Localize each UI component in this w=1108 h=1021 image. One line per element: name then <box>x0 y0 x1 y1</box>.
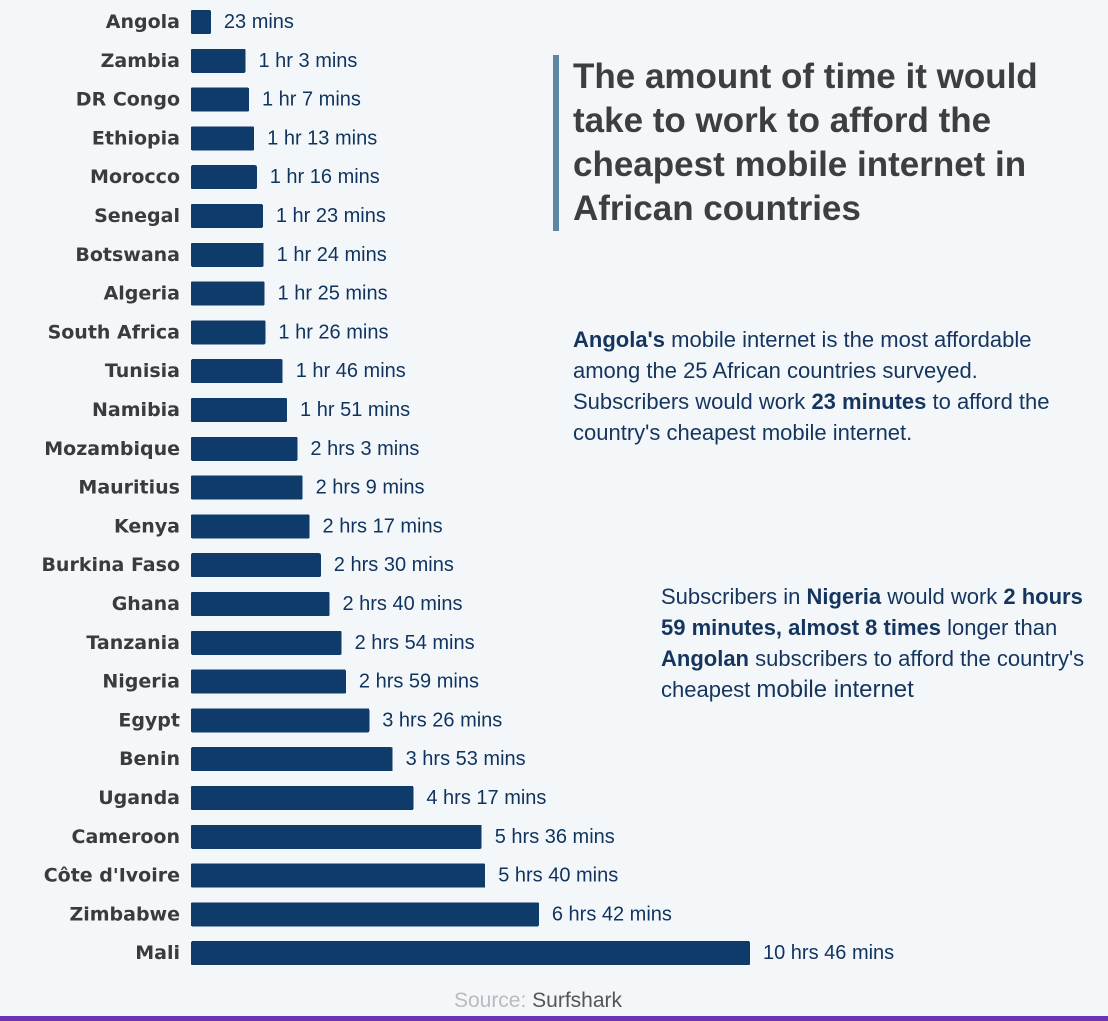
bar <box>191 165 257 190</box>
bar <box>191 708 370 733</box>
note2-text-b: would work <box>881 584 1004 609</box>
value-label: 3 hrs 53 mins <box>406 748 526 770</box>
note2-text-e: mobile internet <box>756 676 914 703</box>
note2-text-a: Subscribers in <box>661 584 807 609</box>
category-label: Uganda <box>98 787 180 809</box>
value-label: 23 mins <box>224 11 294 33</box>
bar <box>191 941 750 966</box>
category-label: Egypt <box>118 709 180 731</box>
category-label: Mauritius <box>78 477 180 499</box>
category-label: Botswana <box>75 244 180 266</box>
value-label: 1 hr 51 mins <box>300 399 410 421</box>
value-label: 1 hr 16 mins <box>270 166 380 188</box>
bar <box>191 630 342 655</box>
category-label: Burkina Faso <box>41 554 180 576</box>
value-label: 1 hr 25 mins <box>278 283 388 305</box>
note1-text-a: mobile internet is the most affordable a… <box>573 327 1032 414</box>
value-label: 6 hrs 42 mins <box>552 903 672 925</box>
category-label: Ghana <box>112 593 180 615</box>
category-label: Kenya <box>114 515 180 537</box>
note1-23-minutes: 23 minutes <box>811 389 927 414</box>
category-label: Cameroon <box>72 826 180 848</box>
value-label: 1 hr 13 mins <box>267 127 377 149</box>
value-label: 5 hrs 36 mins <box>495 826 615 848</box>
bar <box>191 242 264 267</box>
category-label: Tanzania <box>86 632 180 654</box>
bar <box>191 747 393 772</box>
value-label: 2 hrs 3 mins <box>310 438 419 460</box>
bar <box>191 204 263 228</box>
category-label: DR Congo <box>76 89 180 111</box>
bar <box>191 126 255 151</box>
bar <box>191 514 310 539</box>
nigeria-note: Subscribers in Nigeria would work 2 hour… <box>661 581 1091 705</box>
category-label: Zambia <box>101 50 180 72</box>
value-label: 2 hrs 9 mins <box>316 477 425 499</box>
category-label: Zimbabwe <box>69 903 180 925</box>
bar <box>191 786 414 810</box>
bar <box>191 436 298 461</box>
category-label: Senegal <box>94 205 180 227</box>
bar <box>191 553 321 578</box>
value-label: 2 hrs 54 mins <box>355 632 475 654</box>
bar <box>191 902 539 927</box>
angola-note: Angola's mobile internet is the most aff… <box>573 324 1093 448</box>
bar <box>191 669 346 694</box>
note2-text-c: longer than <box>941 615 1058 640</box>
category-label: Algeria <box>104 283 180 305</box>
category-label: Mali <box>135 942 180 964</box>
value-label: 5 hrs 40 mins <box>498 865 618 887</box>
category-label: Côte d'Ivoire <box>44 865 180 887</box>
category-label: Nigeria <box>102 671 180 693</box>
source-org: Surfshark <box>532 989 623 1012</box>
title-block: The amount of time it would take to work… <box>553 55 1103 231</box>
note1-angola: Angola's <box>573 327 666 352</box>
value-label: 2 hrs 40 mins <box>342 593 462 615</box>
value-label: 10 hrs 46 mins <box>763 942 894 964</box>
category-label: Tunisia <box>105 360 180 382</box>
category-label: Angola <box>106 11 180 33</box>
value-label: 3 hrs 26 mins <box>382 709 502 731</box>
value-label: 2 hrs 17 mins <box>323 515 443 537</box>
bar <box>191 359 283 384</box>
value-label: 2 hrs 59 mins <box>359 671 479 693</box>
value-label: 1 hr 26 mins <box>278 321 388 343</box>
bar <box>191 824 482 849</box>
bar <box>191 320 266 345</box>
category-label: Benin <box>119 748 180 770</box>
source-label: Source: <box>453 989 527 1012</box>
bottom-border <box>0 1016 1108 1021</box>
note2-nigeria: Nigeria <box>806 584 882 609</box>
bar <box>191 87 249 112</box>
value-label: 1 hr 24 mins <box>277 244 387 266</box>
source-line: Source: Surfshark <box>0 989 1076 1013</box>
note2-text-d: subscribers to afford the country's chea… <box>661 646 1085 702</box>
chart-title: The amount of time it would take to work… <box>573 57 1038 228</box>
value-label: 1 hr 7 mins <box>262 89 361 111</box>
bar <box>191 592 330 616</box>
value-label: 2 hrs 30 mins <box>334 554 454 576</box>
category-label: Namibia <box>92 399 180 421</box>
category-label: Mozambique <box>44 438 180 460</box>
value-label: 1 hr 3 mins <box>259 50 358 72</box>
note1-text-b: to afford the country's cheapest mobile … <box>573 389 1050 445</box>
category-label: South Africa <box>48 321 180 343</box>
note2-duration: 2 hours 59 minutes, almost 8 times <box>661 584 1083 640</box>
value-label: 1 hr 23 mins <box>276 205 386 227</box>
bar <box>191 398 288 422</box>
bar <box>191 475 303 500</box>
bar <box>191 10 211 34</box>
value-label: 4 hrs 17 mins <box>426 787 546 809</box>
bar <box>191 281 265 306</box>
bar <box>191 48 246 73</box>
category-label: Ethiopia <box>92 127 180 149</box>
value-label: 1 hr 46 mins <box>296 360 406 382</box>
bar <box>191 863 486 888</box>
note2-angolan: Angolan <box>661 646 749 671</box>
category-label: Morocco <box>90 166 180 188</box>
